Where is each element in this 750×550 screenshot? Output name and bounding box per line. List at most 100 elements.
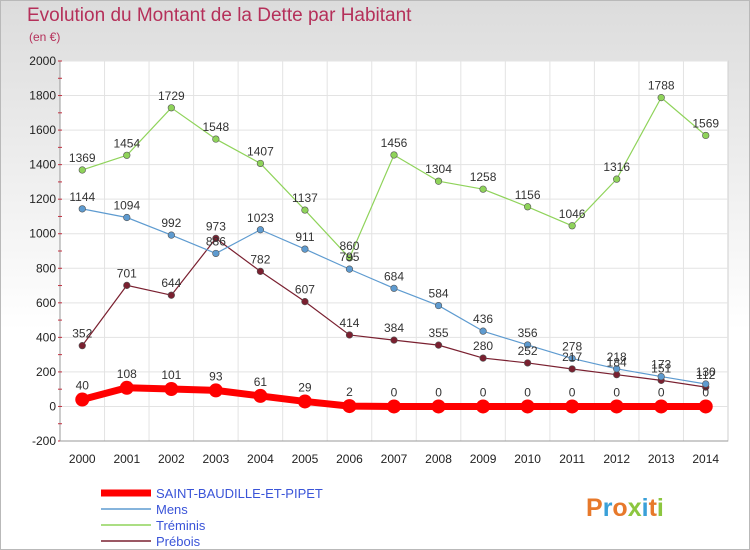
data-point [434, 341, 443, 349]
data-label: 0 [480, 385, 487, 399]
data-point [609, 399, 624, 414]
data-point [345, 254, 354, 262]
data-point [167, 104, 175, 112]
legend-entry: SAINT-BAUDILLE-ET-PIPET [156, 486, 323, 501]
series-1 [78, 205, 710, 388]
data-point [698, 399, 713, 414]
x-tick-label: 2014 [692, 452, 719, 466]
data-point [431, 399, 446, 414]
data-label: 1023 [247, 211, 274, 225]
y-tick-label: 600 [36, 296, 56, 310]
data-label: 29 [298, 380, 312, 394]
data-label: 911 [295, 230, 314, 244]
data-label: 584 [429, 287, 449, 301]
data-point [434, 177, 443, 185]
y-tick-label: 800 [36, 261, 56, 275]
data-point [523, 359, 532, 367]
data-label: 0 [658, 385, 665, 399]
legend-entry: Prébois [156, 534, 201, 549]
x-tick-label: 2001 [113, 452, 140, 466]
x-tick-label: 2012 [603, 452, 630, 466]
y-tick-label: 1600 [29, 123, 56, 137]
data-point [123, 213, 131, 222]
data-label: 1258 [470, 170, 497, 184]
data-point [613, 175, 621, 183]
data-label: 992 [161, 216, 181, 230]
data-label: 1137 [292, 191, 318, 205]
data-point [78, 166, 86, 174]
data-point [568, 365, 576, 373]
data-point [479, 185, 487, 193]
data-point [212, 234, 220, 242]
series-2 [78, 94, 710, 262]
data-point [167, 231, 175, 239]
data-label: 1456 [381, 136, 408, 150]
data-point [301, 245, 309, 253]
data-point [479, 354, 487, 362]
data-label: 1144 [69, 190, 95, 204]
data-point [78, 205, 86, 213]
data-label: 40 [76, 379, 90, 393]
data-point [568, 354, 576, 363]
data-label: 0 [524, 385, 531, 399]
x-tick-label: 2003 [203, 452, 230, 466]
data-point [702, 380, 710, 388]
x-tick-label: 2013 [648, 452, 675, 466]
y-tick-label: -200 [32, 434, 56, 448]
legend-entry: Mens [156, 502, 188, 517]
data-point [75, 392, 90, 407]
y-tick-label: 200 [36, 365, 56, 379]
data-point [568, 222, 576, 230]
x-tick-label: 2006 [336, 452, 363, 466]
data-point [208, 383, 223, 398]
data-label: 184 [607, 356, 627, 370]
data-label: 280 [473, 339, 493, 353]
plot-area [59, 60, 729, 442]
data-label: 252 [518, 344, 538, 358]
data-label: 173 [651, 358, 671, 372]
data-point [119, 380, 134, 395]
y-tick-label: 1400 [29, 158, 56, 172]
x-tick-label: 2000 [69, 452, 96, 466]
data-point [476, 399, 491, 414]
data-label: 356 [518, 326, 538, 340]
data-label: 644 [161, 276, 181, 290]
y-tick-label: 2000 [29, 54, 56, 68]
data-point [78, 342, 86, 350]
y-tick-label: 0 [49, 399, 56, 413]
data-label: 1454 [113, 136, 140, 150]
data-label: 1316 [603, 160, 630, 174]
data-label: 278 [562, 339, 582, 353]
data-label: 860 [339, 239, 359, 253]
data-label: 108 [117, 367, 137, 381]
data-point [613, 365, 621, 373]
data-label: 973 [206, 219, 226, 233]
data-point [387, 399, 401, 414]
data-point [212, 135, 220, 143]
x-tick-label: 2010 [514, 452, 541, 466]
data-point [434, 301, 443, 310]
data-point [565, 399, 580, 414]
y-tick-label: 1800 [29, 89, 56, 103]
data-label: 1548 [203, 120, 230, 134]
data-point [657, 372, 665, 381]
data-point [523, 341, 532, 349]
data-label: 384 [384, 321, 404, 335]
data-label: 1369 [69, 151, 96, 165]
data-point [345, 331, 354, 339]
data-label: 0 [702, 385, 709, 399]
data-point [167, 291, 175, 299]
data-label: 151 [651, 361, 671, 375]
data-label: 112 [696, 368, 715, 382]
data-label: 795 [339, 250, 359, 264]
data-point [702, 131, 710, 140]
data-point [212, 249, 220, 258]
data-label: 436 [473, 312, 493, 326]
data-point [164, 382, 179, 397]
legend-entry: Tréminis [156, 518, 206, 533]
data-point [256, 226, 265, 234]
x-tick-label: 2011 [559, 452, 585, 466]
data-point [390, 151, 398, 159]
